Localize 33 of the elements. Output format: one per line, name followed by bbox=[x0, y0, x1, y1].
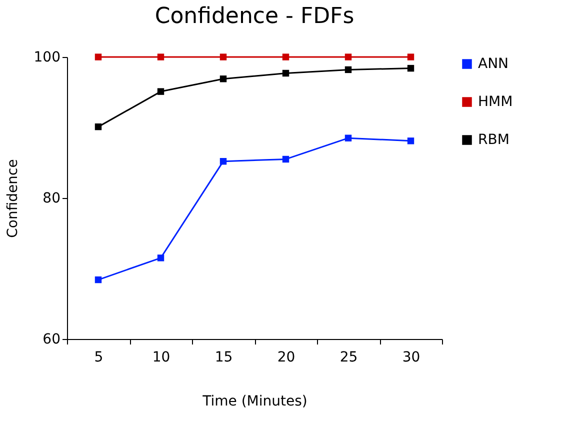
point bbox=[157, 88, 164, 95]
point bbox=[94, 54, 102, 60]
x-tick-label: 20 bbox=[277, 350, 296, 366]
point bbox=[220, 54, 227, 60]
point bbox=[282, 70, 290, 77]
chart-title: Confidence - FDFs bbox=[154, 4, 354, 29]
point bbox=[407, 138, 414, 144]
legend-label: RBM bbox=[478, 132, 510, 148]
y-tick-label: 80 bbox=[42, 190, 60, 206]
legend-label: HMM bbox=[478, 94, 513, 110]
legend-label: ANN bbox=[478, 56, 509, 72]
point bbox=[407, 64, 414, 72]
point bbox=[282, 54, 290, 60]
point bbox=[282, 156, 290, 163]
point bbox=[344, 66, 352, 74]
y-axis-title: Confidence bbox=[4, 159, 21, 238]
x-tick-label: 25 bbox=[340, 350, 358, 366]
point bbox=[220, 76, 227, 82]
point bbox=[157, 54, 164, 60]
point bbox=[94, 276, 102, 284]
x-tick-label: 15 bbox=[214, 350, 233, 366]
point bbox=[344, 54, 352, 60]
point bbox=[407, 54, 414, 60]
x-axis-title: Time (Minutes) bbox=[202, 394, 308, 410]
x-tick-label: 30 bbox=[402, 350, 420, 366]
x-tick-label: 5 bbox=[94, 350, 104, 366]
point bbox=[94, 123, 102, 130]
y-tick-label: 60 bbox=[42, 332, 60, 348]
point bbox=[220, 158, 227, 165]
y-tick-label: 100 bbox=[34, 50, 60, 66]
point bbox=[157, 254, 164, 262]
x-tick-label: 10 bbox=[152, 350, 170, 366]
point bbox=[344, 134, 352, 142]
